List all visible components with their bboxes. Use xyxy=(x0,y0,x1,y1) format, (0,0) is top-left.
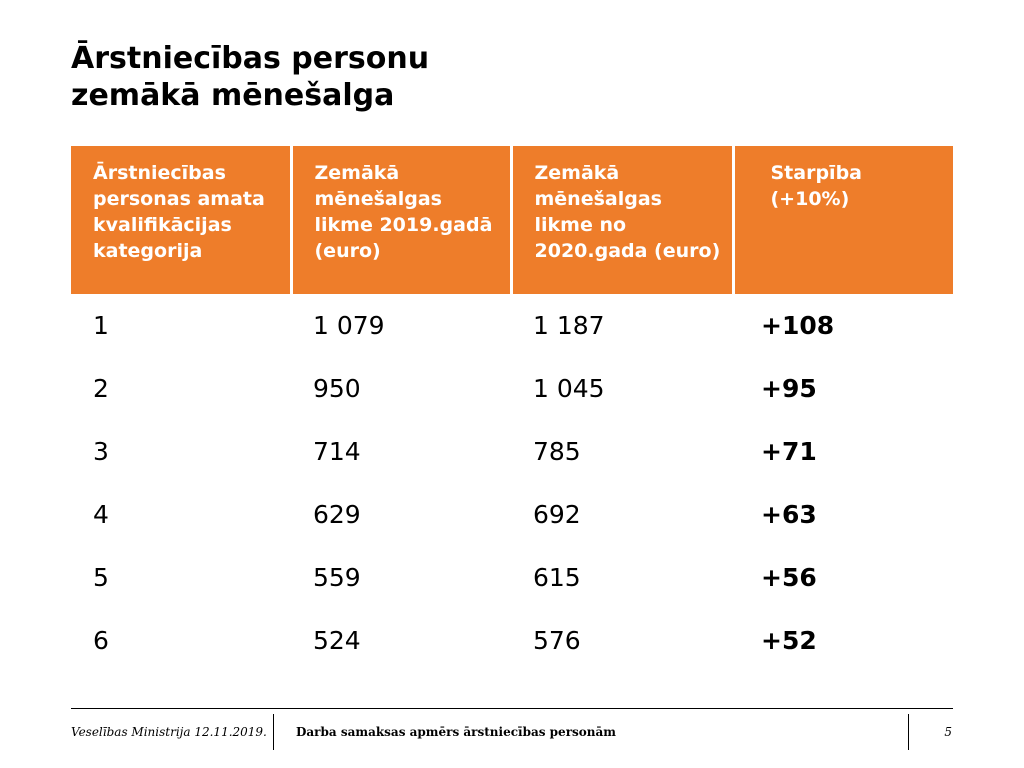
cell-salary-2019: 714 xyxy=(313,437,361,466)
footer-separator xyxy=(273,714,274,750)
table-row: 2 950 1 045 +95 xyxy=(71,357,953,420)
cell-salary-2019: 1 079 xyxy=(313,311,385,340)
cell-salary-2020: 1 045 xyxy=(533,374,605,403)
cell-salary-2019: 559 xyxy=(313,563,361,592)
cell-category: 5 xyxy=(93,563,109,592)
footer-separator xyxy=(908,714,909,750)
table-row: 5 559 615 +56 xyxy=(71,546,953,609)
cell-difference: +95 xyxy=(761,374,817,403)
cell-category: 2 xyxy=(93,374,109,403)
cell-salary-2019: 524 xyxy=(313,626,361,655)
cell-category: 1 xyxy=(93,311,109,340)
table-row: 3 714 785 +71 xyxy=(71,420,953,483)
header-salary-2019: Zemākā mēnešalgas likme 2019.gadā (euro) xyxy=(289,146,511,294)
footer-page-number: 5 xyxy=(944,725,952,739)
header-difference: Starpība (+10%) xyxy=(731,146,953,294)
cell-category: 6 xyxy=(93,626,109,655)
table-row: 1 1 079 1 187 +108 xyxy=(71,294,953,357)
header-category: Ārstniecības personas amata kvalifikācij… xyxy=(71,146,291,294)
footer-organization-date: Veselības Ministrija 12.11.2019. xyxy=(71,725,267,739)
cell-difference: +52 xyxy=(761,626,817,655)
cell-salary-2019: 629 xyxy=(313,500,361,529)
cell-category: 3 xyxy=(93,437,109,466)
cell-category: 4 xyxy=(93,500,109,529)
cell-difference: +63 xyxy=(761,500,817,529)
cell-salary-2019: 950 xyxy=(313,374,361,403)
table-header-row: Ārstniecības personas amata kvalifikācij… xyxy=(71,146,953,294)
slide-title-line-2: zemākā mēnešalga xyxy=(71,78,395,113)
cell-salary-2020: 1 187 xyxy=(533,311,605,340)
cell-salary-2020: 785 xyxy=(533,437,581,466)
table-row: 4 629 692 +63 xyxy=(71,483,953,546)
cell-salary-2020: 615 xyxy=(533,563,581,592)
cell-difference: +108 xyxy=(761,311,835,340)
cell-salary-2020: 576 xyxy=(533,626,581,655)
slide-title: Ārstniecības personu zemākā mēnešalga xyxy=(71,40,671,114)
footer-document-title: Darba samaksas apmērs ārstniecības perso… xyxy=(296,725,616,739)
header-salary-2020: Zemākā mēnešalgas likme no 2020.gada (eu… xyxy=(509,146,733,294)
cell-salary-2020: 692 xyxy=(533,500,581,529)
slide-title-line-1: Ārstniecības personu xyxy=(71,41,430,76)
cell-difference: +71 xyxy=(761,437,817,466)
table-row: 6 524 576 +52 xyxy=(71,609,953,672)
cell-difference: +56 xyxy=(761,563,817,592)
footer-divider xyxy=(71,708,953,709)
salary-table: Ārstniecības personas amata kvalifikācij… xyxy=(71,146,953,672)
